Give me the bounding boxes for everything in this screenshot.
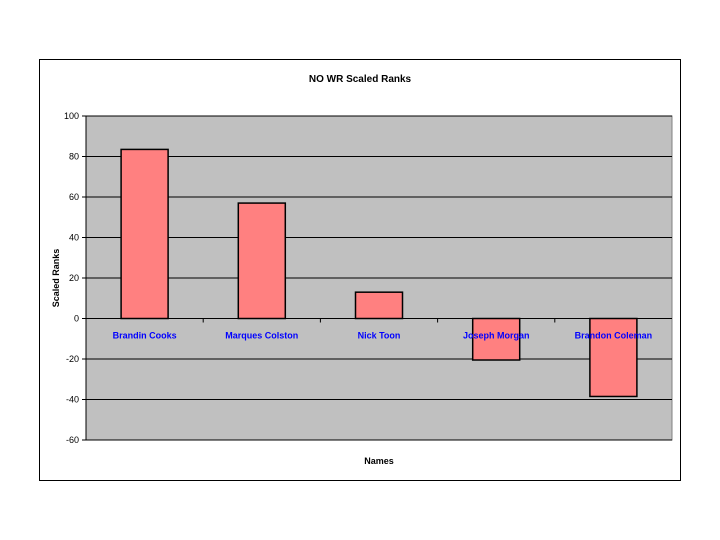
- y-tick-label: 40: [69, 233, 79, 243]
- y-tick-label: 20: [69, 273, 79, 283]
- category-label: Brandin Cooks: [113, 331, 177, 341]
- category-label: Brandon Coleman: [575, 331, 653, 341]
- y-tick-label: 60: [69, 192, 79, 202]
- y-axis-ticks: 100 80 60 40 20 0 -20 -40 -60: [64, 111, 87, 445]
- y-tick-label: 0: [74, 314, 79, 324]
- category-labels: Brandin Cooks Marques Colston Nick Toon Jos…: [113, 331, 653, 341]
- x-axis-label: Names: [364, 456, 394, 466]
- bars: [85, 148, 672, 398]
- bar-brandin-cooks: [120, 148, 169, 320]
- category-label: Joseph Morgan: [463, 331, 530, 341]
- chart-title: NO WR Scaled Ranks: [309, 74, 412, 85]
- category-label: Nick Toon: [358, 331, 401, 341]
- bar-marques-colston: [237, 202, 287, 320]
- y-axis-label: Scaled Ranks: [51, 249, 61, 308]
- y-tick-label: -60: [66, 435, 79, 445]
- y-tick-label: -40: [66, 395, 79, 405]
- y-tick-label: 100: [64, 111, 79, 121]
- y-tick-label: -20: [66, 354, 79, 364]
- bar-joseph-morgan: [471, 317, 521, 361]
- y-tick-label: 80: [69, 152, 79, 162]
- bar-brandon-coleman: [589, 317, 638, 398]
- category-label: Marques Colston: [225, 331, 298, 341]
- bar-nick-toon: [354, 291, 404, 320]
